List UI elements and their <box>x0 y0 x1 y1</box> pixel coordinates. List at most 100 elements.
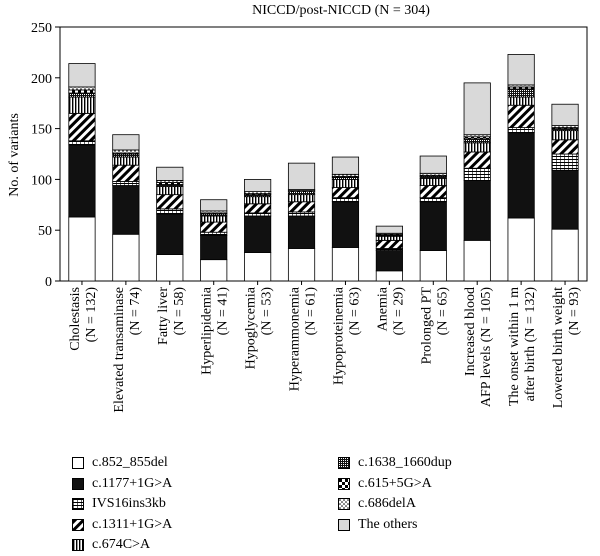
x-tick-label-line: Hyperlipidemia <box>200 286 215 375</box>
bar-segment <box>287 211 316 217</box>
bar-segment <box>112 156 140 166</box>
bar-segment <box>287 162 316 190</box>
bar-segment <box>200 215 228 223</box>
y-axis-label: No. of variants <box>7 113 22 197</box>
x-tick-label-line: (N = 74) <box>128 287 143 336</box>
bar-segment <box>156 208 184 215</box>
x-tick-label-line: (N = 61) <box>304 287 319 336</box>
bar-segment <box>244 212 272 217</box>
bar-segment <box>331 156 360 175</box>
y-tick-label: 0 <box>45 275 52 290</box>
bar-segment <box>375 225 403 234</box>
y-tick-label: 200 <box>31 72 52 87</box>
x-tick-label-line: Prolonged PT <box>419 287 434 365</box>
chart-title: NICCD/post-NICCD (N = 304) <box>252 3 430 18</box>
bar-segment <box>112 181 140 186</box>
x-tick-label: Hyperammonemia (N = 61) <box>288 286 319 391</box>
x-tick-label-line: (N = 132) <box>84 287 99 343</box>
x-tick-label: Elevated transaminase (N = 74) <box>112 287 143 413</box>
x-tick-label-line: (N = 65) <box>435 287 450 336</box>
bar-segment <box>463 138 491 144</box>
x-tick-label-line: Hypoproteinemia <box>331 286 346 385</box>
bar-segment <box>68 112 96 142</box>
bar-segment <box>200 231 228 236</box>
x-tick-label-line: Elevated transaminase <box>112 287 127 413</box>
x-tick-label-line: Hypoglycemia <box>244 286 259 369</box>
bar-segment <box>112 134 140 151</box>
bar-segment <box>551 228 579 282</box>
bar-segment <box>507 96 535 106</box>
x-tick-label-line: (N = 41) <box>216 287 231 336</box>
y-tick-label: 50 <box>38 224 52 239</box>
bar-segment <box>551 130 579 141</box>
bar-segment <box>200 234 228 261</box>
bar-segment <box>375 239 403 249</box>
bar-segment <box>287 201 316 213</box>
x-tick-label-line: (N = 58) <box>172 287 187 336</box>
bar-segment <box>507 132 535 219</box>
x-tick-label-line: Lowered birth weight <box>551 287 566 408</box>
x-tick-label-line: (N = 93) <box>567 287 582 336</box>
bar-segment <box>68 89 96 94</box>
x-tick-label-line: The onset within 1 m <box>507 287 522 406</box>
bar-segment <box>244 203 272 214</box>
bar-segment <box>244 178 272 192</box>
bar-segment <box>200 199 228 212</box>
bar-segment <box>331 178 360 188</box>
bar-segment <box>156 166 184 181</box>
bar-segment <box>200 259 228 282</box>
x-tick-label-line: AFP levels (N = 105) <box>479 287 494 407</box>
x-tick-label: Hypoproteinemia (N = 63) <box>331 286 362 385</box>
bar-segment <box>331 201 360 248</box>
bar-segment <box>419 155 447 174</box>
y-tick-label: 150 <box>31 123 52 138</box>
bar-segment <box>200 221 228 233</box>
x-tick-label: Cholestasis (N = 132) <box>68 287 99 351</box>
bar-segment <box>419 177 447 186</box>
x-tick-label-line: Increased blood <box>463 287 478 376</box>
bar-segment <box>68 86 96 91</box>
bar-segment <box>463 180 491 241</box>
x-tick-label-line: Hyperammonemia <box>288 286 303 391</box>
bar-segment <box>463 167 491 181</box>
bar-segment <box>463 151 491 169</box>
x-tick-label: Hypoglycemia (N = 53) <box>244 286 275 369</box>
bar-segment <box>112 233 140 282</box>
bar-segment <box>287 191 316 196</box>
bar-segment <box>331 247 360 282</box>
bar-segment <box>68 140 96 146</box>
bar-segment <box>112 164 140 182</box>
bar-segment <box>287 215 316 249</box>
plot-area: 0 50 100 150 200 250 Cholestasis (N = 132) Eleva… <box>31 21 588 413</box>
bar-segment <box>156 186 184 196</box>
bar-segment <box>375 270 403 282</box>
x-tick-label: Fatty liver (N = 58) <box>156 287 187 345</box>
bar-segment <box>244 252 272 282</box>
bar-segment <box>375 250 403 272</box>
x-tick-label: Lowered birth weight (N = 93) <box>551 287 582 409</box>
bar-segment <box>112 185 140 235</box>
bar-segment <box>463 239 491 282</box>
y-tick-label: 100 <box>31 173 52 188</box>
bar-segment <box>507 88 535 98</box>
bar-segment <box>68 92 96 98</box>
bar-segment <box>419 197 447 203</box>
x-tick-label-line: Anemia <box>375 286 390 331</box>
x-tick-label: Prolonged PT (N = 65) <box>419 287 450 365</box>
x-tick-label: Hyperlipidemia (N = 41) <box>200 286 231 375</box>
x-tick-label-line: after birth (N = 132) <box>523 287 538 402</box>
bar-segment <box>507 104 535 128</box>
bar-segment <box>68 63 96 88</box>
bar-segment <box>112 153 140 158</box>
bar-segment <box>419 250 447 282</box>
bar-segment <box>375 235 403 241</box>
bar-segment <box>331 187 360 199</box>
bar-segment <box>244 215 272 253</box>
bar-segment <box>551 153 579 171</box>
bar-segment <box>507 54 535 86</box>
x-tick-label-line: Fatty liver <box>156 287 171 345</box>
x-tick-label: Increased blood AFP levels (N = 105) <box>463 287 494 407</box>
bar-segment <box>551 169 579 230</box>
plot-frame <box>59 26 588 282</box>
